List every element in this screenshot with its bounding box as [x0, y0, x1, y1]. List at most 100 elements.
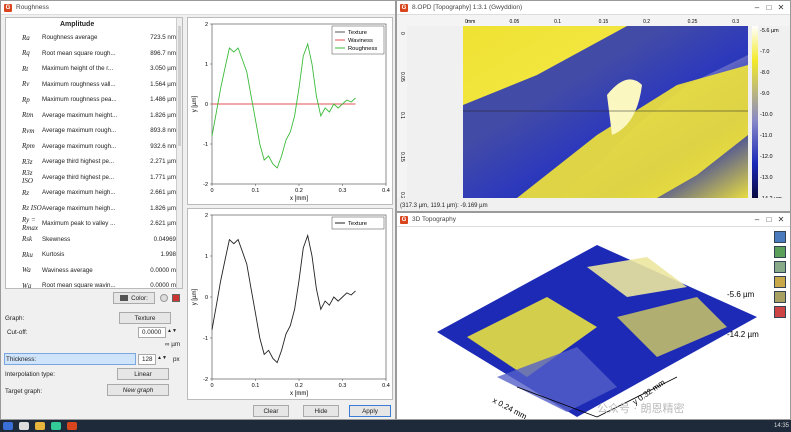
3d-titlebar[interactable]: G 3D Topography – □ ✕ [397, 213, 790, 227]
close-icon[interactable]: ✕ [777, 214, 785, 224]
thickness-input[interactable]: 128 [138, 354, 156, 365]
light-icon[interactable] [774, 291, 786, 303]
scrollbar-thumb[interactable] [178, 26, 181, 146]
parameter-row[interactable]: R3z Average third highest pe... 2.271 µm [6, 154, 182, 170]
parameter-row[interactable]: Wa Waviness average 0.0000 m [6, 263, 182, 279]
3d-view[interactable]: -5.6 µm -14.2 µm x 0.24 mm y 0.32 mm 公众号… [397, 227, 790, 419]
parameter-row[interactable]: R3z ISO Average third highest pe... 1.771 … [6, 169, 182, 185]
parameter-name: Average maximum rough... [42, 142, 117, 150]
x-ruler-label: 0 [465, 19, 468, 25]
parameter-name: Average third highest pe... [42, 173, 115, 181]
save-icon[interactable] [172, 294, 180, 302]
y-tick-label: -1 [203, 336, 208, 342]
topography-titlebar[interactable]: G 8.OPD [Topography] 1:3.1 (Gwyddion) – … [397, 1, 790, 15]
parameters-scrollbar[interactable] [176, 18, 182, 288]
parameter-row[interactable]: Rvm Average maximum rough... 893.8 nm [6, 123, 182, 139]
zoom-icon[interactable] [774, 276, 786, 288]
hide-button[interactable]: Hide [303, 405, 339, 417]
parameter-name: Roughness average [42, 34, 98, 42]
minimize-icon[interactable]: – [754, 214, 760, 224]
parameter-symbol: Rz [22, 188, 29, 197]
parameter-row[interactable]: Rz ISO Average maximum heigh... 1.826 µm [6, 201, 182, 217]
topography-view[interactable]: mm0 0.05 0.1 0.15 0.2 0.25 0.3 00.050.10.150.2… [397, 15, 790, 211]
roughness-chart: 0 0.1 0.2 0.3 0.4 -2 -1 0 1 2 x [mm] y [µm] Texture W… [192, 22, 390, 202]
apply-button[interactable]: Apply [349, 405, 391, 417]
close-icon[interactable]: ✕ [777, 2, 785, 12]
legend-label: Roughness [348, 46, 377, 52]
parameter-value: 0.0000 m [150, 282, 176, 289]
parameter-row[interactable]: Rv Maximum roughness vall... 1.564 µm [6, 77, 182, 93]
folder-icon[interactable] [35, 422, 45, 430]
x-ruler-label: 0.15 [599, 19, 609, 25]
clear-button[interactable]: Clear [253, 405, 289, 417]
taskbar-app-icon[interactable] [19, 422, 29, 430]
y-tick-label: 2 [205, 22, 208, 28]
x-unit-label: mm [467, 19, 475, 25]
parameter-row[interactable]: Rtm Average maximum height... 1.826 µm [6, 108, 182, 124]
parameter-value: 893.8 nm [150, 127, 176, 135]
parameter-name: Root mean square wavin... [42, 282, 116, 289]
cutoff-label: Cut-off: [7, 329, 28, 336]
parameter-row[interactable]: Rsk Skewness 0.04969 [6, 232, 182, 248]
interpolation-select[interactable]: Linear [117, 368, 169, 380]
maximize-icon[interactable]: □ [766, 2, 772, 12]
parameter-symbol: Ry = Rmax [22, 215, 38, 232]
roughness-titlebar[interactable]: G Roughness [1, 1, 395, 15]
cutoff-spin-icon[interactable]: ▲▼ [167, 328, 177, 334]
parameter-name: Maximum roughness vall... [42, 80, 116, 88]
gwyddion-taskbar-icon[interactable] [67, 422, 77, 430]
parameter-row[interactable]: Wq Root mean square wavin... 0.0000 m [6, 278, 182, 289]
rotate-icon[interactable] [774, 231, 786, 243]
target-graph-label: Target graph: [5, 388, 43, 395]
topo-yellow-region [517, 65, 748, 198]
graph-select[interactable]: Texture [119, 312, 171, 324]
scale-tick-label: -11.0 [760, 133, 772, 139]
parameter-symbol: Rz ISO [22, 204, 42, 213]
scale-tick-label: -9.0 [760, 91, 769, 97]
topography-window: G 8.OPD [Topography] 1:3.1 (Gwyddion) – … [396, 0, 791, 212]
parameter-symbol: Rp [22, 95, 30, 104]
parameter-value: 3.050 µm [150, 65, 176, 73]
parameters-table[interactable]: Amplitude Ra Roughness average 723.5 nm Rq R… [5, 17, 183, 289]
parameter-row[interactable]: Rp Maximum roughness pea... 1.486 µm [6, 92, 182, 108]
x-axis-label: x [mm] [290, 196, 308, 202]
parameter-symbol: Rq [22, 49, 30, 58]
roughness-plot[interactable]: 0 0.1 0.2 0.3 0.4 -2 -1 0 1 2 x [mm] y [µm] Texture W… [187, 17, 393, 205]
save-image-icon[interactable] [774, 306, 786, 318]
parameter-row[interactable]: Ry = Rmax Maximum peak to valley ... 2.621… [6, 216, 182, 232]
parameter-name: Maximum peak to valley ... [42, 220, 116, 228]
x-ruler-label: 0.05 [510, 19, 520, 25]
parameter-row[interactable]: Rq Root mean square rough... 896.7 nm [6, 46, 182, 62]
browser-icon[interactable] [51, 422, 61, 430]
y-ruler-label: 0.15 [399, 152, 405, 162]
color-button[interactable]: Color: [113, 292, 155, 304]
3d-title: 3D Topography [412, 216, 456, 223]
y-tick-label: -2 [203, 377, 208, 383]
scale-icon[interactable] [774, 261, 786, 273]
minimize-icon[interactable]: – [754, 2, 760, 12]
color-picker-icon[interactable] [160, 294, 168, 302]
target-graph-select[interactable]: New graph [107, 384, 169, 396]
texture-plot[interactable]: 0 0.1 0.2 0.3 0.4 -2 -1 0 1 2 x [mm] y [µm] Texture [187, 208, 393, 400]
parameter-symbol: Rsk [22, 235, 33, 244]
parameter-row[interactable]: Rt Maximum height of the r... 3.050 µm [6, 61, 182, 77]
parameter-value: 1.826 µm [150, 204, 176, 212]
parameter-row[interactable]: Rku Kurtosis 1.998 [6, 247, 182, 263]
parameter-row[interactable]: Rpm Average maximum rough... 932.6 nm [6, 139, 182, 155]
parameter-row[interactable]: Ra Roughness average 723.5 nm [6, 30, 182, 46]
parameter-name: Maximum height of the r... [42, 65, 114, 73]
parameter-name: Average third highest pe... [42, 158, 115, 166]
cutoff-input[interactable]: 0.0000 [138, 327, 166, 338]
x-tick-label: 0.4 [382, 188, 390, 194]
parameter-value: 2.661 µm [150, 189, 176, 197]
y-axis-label: y [µm] [192, 288, 198, 305]
parameter-row[interactable]: Rz Average maximum heigh... 2.661 µm [6, 185, 182, 201]
thickness-spin-icon[interactable]: ▲▼ [157, 355, 167, 361]
z-bottom-label: -14.2 µm [727, 330, 759, 339]
refresh-icon[interactable] [774, 246, 786, 258]
x-axis-label: x [mm] [290, 391, 308, 397]
start-icon[interactable] [3, 422, 13, 430]
color-scale-bar [752, 26, 758, 198]
gwyddion-app-icon: G [400, 215, 408, 224]
maximize-icon[interactable]: □ [766, 214, 772, 224]
